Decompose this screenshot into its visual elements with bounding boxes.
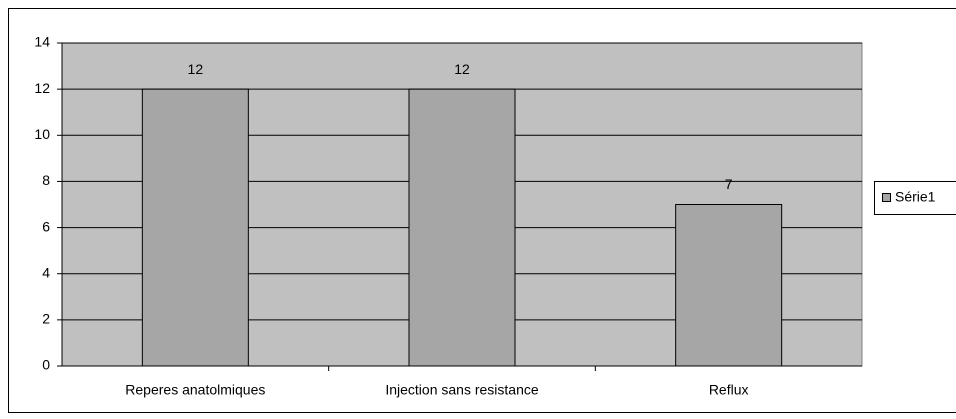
data-label: 12 [188, 61, 204, 77]
legend-marker [882, 193, 891, 202]
y-tick-label: 10 [34, 126, 50, 142]
legend-box [874, 181, 956, 215]
bar [675, 204, 783, 367]
x-tick-label: Injection sans resistance [385, 382, 539, 398]
y-tick-label: 14 [34, 34, 50, 50]
y-tick-label: 2 [42, 311, 50, 327]
y-tick-label: 8 [42, 172, 50, 188]
legend-label: Série1 [895, 189, 936, 205]
y-tick-label: 0 [42, 357, 50, 373]
data-label: 7 [725, 176, 733, 192]
data-label: 12 [454, 61, 470, 77]
x-tick-label: Reperes anatolmiques [125, 382, 265, 398]
y-tick-label: 4 [42, 264, 50, 280]
bar [408, 88, 516, 367]
bar [141, 88, 249, 367]
x-tick-label: Reflux [709, 382, 749, 398]
y-tick-label: 6 [42, 218, 50, 234]
y-tick-label: 12 [34, 80, 50, 96]
